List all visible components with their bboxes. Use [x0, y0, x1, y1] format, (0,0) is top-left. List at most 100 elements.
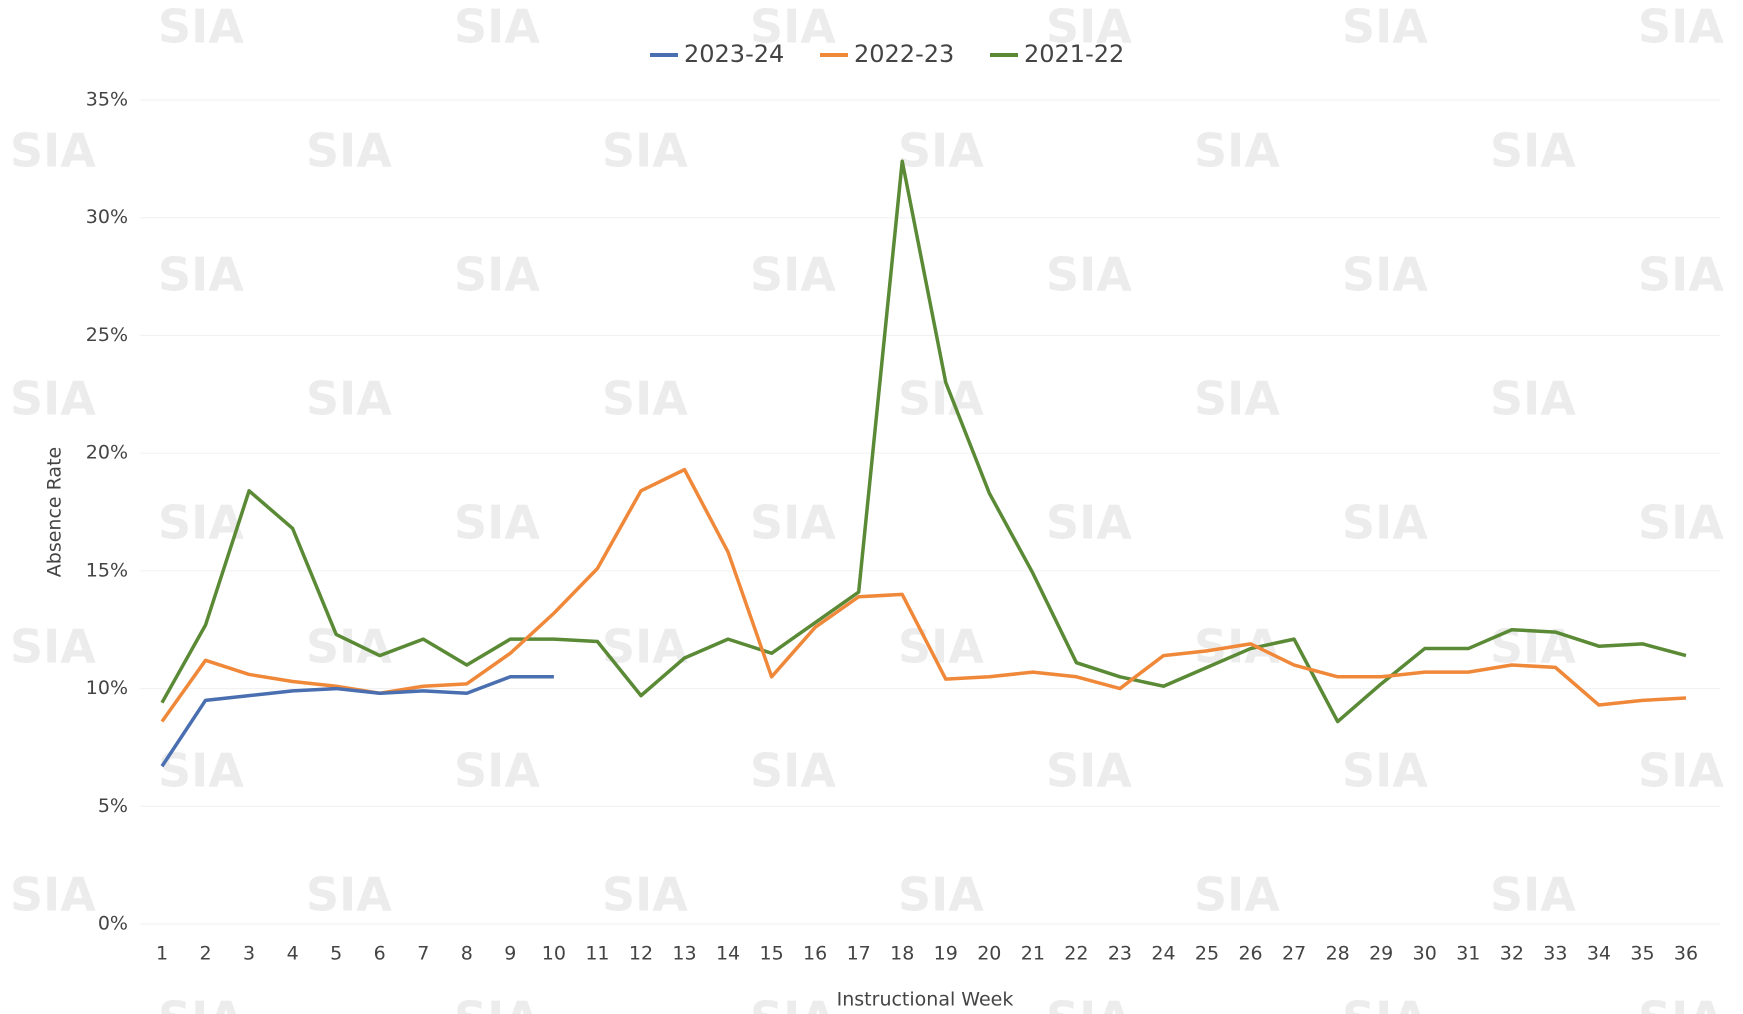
x-tick-label: 3: [243, 943, 255, 965]
x-tick-label: 14: [716, 943, 740, 965]
x-tick-label: 26: [1238, 943, 1262, 965]
watermark: SIA: [898, 372, 984, 426]
x-tick-label: 20: [977, 943, 1001, 965]
y-tick-label: 0%: [98, 913, 128, 935]
x-tick-label: 33: [1543, 943, 1567, 965]
legend-label: 2022-23: [854, 40, 954, 68]
x-tick-label: 10: [542, 943, 566, 965]
watermark: SIA: [158, 248, 244, 302]
x-tick-label: 7: [417, 943, 429, 965]
watermark: SIA: [898, 620, 984, 674]
x-tick-label: 1: [156, 943, 168, 965]
x-tick-label: 13: [672, 943, 696, 965]
watermark: SIA: [750, 248, 836, 302]
x-tick-label: 25: [1195, 943, 1219, 965]
watermark: SIA: [454, 992, 540, 1014]
x-tick-label: 11: [585, 943, 609, 965]
watermark: SIA: [454, 248, 540, 302]
y-tick-label: 5%: [98, 795, 128, 817]
watermark: SIA: [1046, 744, 1132, 798]
watermark: SIA: [1342, 992, 1428, 1014]
watermark: SIA: [1638, 744, 1724, 798]
x-tick-label: 27: [1282, 943, 1306, 965]
x-tick-label: 4: [287, 943, 299, 965]
watermark: SIA: [306, 620, 392, 674]
watermark: SIA: [306, 868, 392, 922]
watermark: SIA: [306, 372, 392, 426]
watermark: SIA: [750, 0, 836, 54]
x-tick-label: 29: [1369, 943, 1393, 965]
x-tick-label: 17: [847, 943, 871, 965]
watermark: SIA: [158, 496, 244, 550]
x-tick-label: 5: [330, 943, 342, 965]
x-tick-label: 24: [1151, 943, 1175, 965]
legend-label: 2021-22: [1024, 40, 1124, 68]
x-tick-label: 30: [1413, 943, 1437, 965]
watermark: SIA: [1638, 0, 1724, 54]
watermark: SIA: [10, 124, 96, 178]
x-tick-label: 6: [374, 943, 386, 965]
y-tick-label: 10%: [86, 677, 128, 699]
x-tick-label: 28: [1326, 943, 1350, 965]
watermark: SIA: [454, 0, 540, 54]
series-line: [160, 675, 554, 768]
y-tick-label: 15%: [86, 559, 128, 581]
x-tick-label: 21: [1021, 943, 1045, 965]
x-tick-label: 18: [890, 943, 914, 965]
series-line: [160, 467, 1687, 723]
watermark: SIA: [158, 992, 244, 1014]
watermark: SIA: [1046, 992, 1132, 1014]
watermark: SIA: [1490, 868, 1576, 922]
watermark: SIA: [750, 992, 836, 1014]
y-axis-title: Absence Rate: [44, 447, 66, 577]
watermark: SIA: [602, 124, 688, 178]
watermark: SIA: [1490, 124, 1576, 178]
x-tick-label: 23: [1108, 943, 1132, 965]
y-tick-label: 35%: [86, 89, 128, 111]
x-tick-label: 16: [803, 943, 827, 965]
watermark: SIA: [1194, 124, 1280, 178]
watermark: SIA: [1194, 372, 1280, 426]
watermark: SIA: [1638, 248, 1724, 302]
watermark: SIA: [898, 124, 984, 178]
watermark: SIA: [10, 868, 96, 922]
watermark: SIA: [1342, 248, 1428, 302]
watermark: SIA: [158, 0, 244, 54]
x-tick-label: 15: [760, 943, 784, 965]
watermark: SIA: [602, 372, 688, 426]
watermark: SIA: [10, 372, 96, 426]
watermark: SIA: [750, 744, 836, 798]
x-tick-label: 9: [504, 943, 516, 965]
x-tick-label: 36: [1674, 943, 1698, 965]
x-tick-label: 35: [1630, 943, 1654, 965]
watermark: SIA: [454, 496, 540, 550]
watermark: SIA: [10, 620, 96, 674]
watermark: SIA: [1638, 496, 1724, 550]
series-line: [160, 159, 1687, 724]
legend-label: 2023-24: [684, 40, 784, 68]
watermark: SIA: [1638, 992, 1724, 1014]
watermark: SIA: [898, 868, 984, 922]
x-tick-label: 22: [1064, 943, 1088, 965]
x-tick-label: 31: [1456, 943, 1480, 965]
watermark: SIA: [1046, 496, 1132, 550]
watermark: SIA: [1342, 0, 1428, 54]
watermark: SIA: [1490, 372, 1576, 426]
watermark: SIA: [1046, 0, 1132, 54]
watermark-layer: SIA SIA SIA SIA SIA SIA SIA SIA SIA SIA SIA SIA SIA S…: [10, 0, 1724, 1014]
watermark: SIA: [454, 744, 540, 798]
watermark: SIA: [1342, 496, 1428, 550]
watermark: SIA: [306, 124, 392, 178]
x-tick-label: 19: [934, 943, 958, 965]
x-axis-title: Instructional Week: [837, 989, 1014, 1011]
y-tick-label: 25%: [86, 324, 128, 346]
x-tick-label: 32: [1500, 943, 1524, 965]
watermark: SIA: [1046, 248, 1132, 302]
x-tick-label: 8: [461, 943, 473, 965]
x-tick-label: 2: [199, 943, 211, 965]
watermark: SIA: [1194, 868, 1280, 922]
x-tick-label: 34: [1587, 943, 1611, 965]
watermark: SIA: [750, 496, 836, 550]
watermark: SIA: [602, 868, 688, 922]
